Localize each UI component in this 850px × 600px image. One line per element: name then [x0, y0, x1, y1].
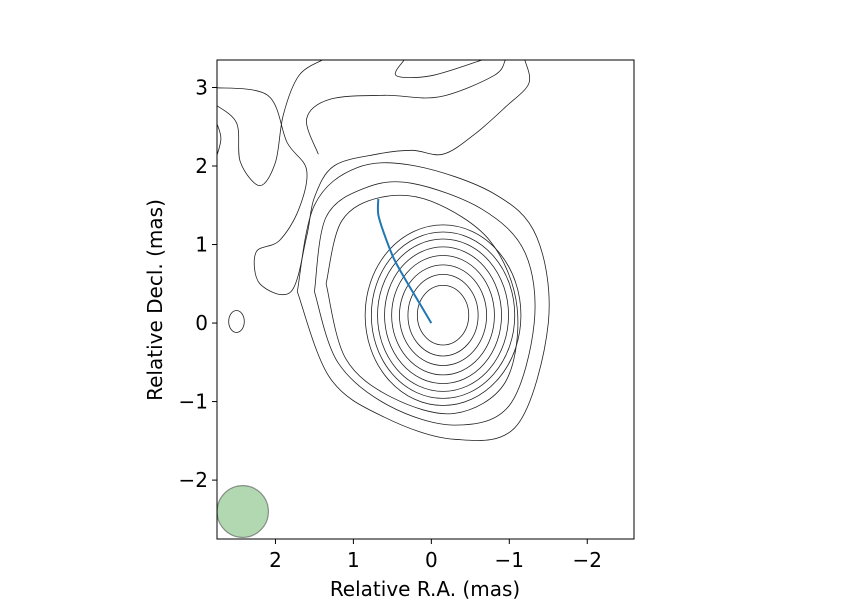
core-contour — [364, 224, 522, 406]
core-contour — [416, 285, 470, 346]
x-tick-label: −2 — [572, 548, 601, 572]
contour-line — [314, 181, 536, 426]
contour-line — [217, 122, 222, 157]
jet-path-line — [376, 198, 433, 324]
contour-line — [217, 60, 531, 296]
y-tick-label: −2 — [179, 468, 208, 492]
plot-frame — [216, 59, 635, 540]
x-tick-label: 0 — [425, 548, 438, 572]
y-tick-label: 1 — [195, 233, 208, 257]
core-contour — [391, 255, 495, 376]
overlay-layer — [217, 198, 433, 539]
x-axis-label: Relative R.A. (mas) — [330, 577, 520, 600]
core-contour — [377, 238, 509, 392]
x-tick-label: −1 — [495, 548, 524, 572]
contour-line — [296, 162, 550, 441]
contour-layer — [217, 60, 550, 441]
core-contour — [370, 231, 516, 399]
y-axis: −2 −1 0 1 2 3 — [179, 75, 217, 492]
core-contour — [399, 264, 488, 366]
contour-line — [325, 194, 519, 415]
contour-line — [217, 60, 323, 187]
y-tick-label: 0 — [195, 311, 208, 335]
contour-line — [306, 60, 506, 155]
core-contour — [407, 274, 479, 357]
x-tick-label: 1 — [347, 548, 360, 572]
core-contour — [384, 246, 502, 384]
contour-blob — [228, 310, 245, 333]
contour-line — [394, 60, 483, 79]
y-tick-label: 3 — [195, 75, 208, 99]
beam-ellipse — [217, 485, 270, 539]
x-tick-label: 2 — [269, 548, 282, 572]
x-axis: 2 1 0 −1 −2 — [269, 539, 602, 572]
y-axis-label: Relative Decl. (mas) — [143, 199, 167, 401]
y-tick-label: 2 — [195, 154, 208, 178]
y-tick-label: −1 — [179, 390, 208, 414]
